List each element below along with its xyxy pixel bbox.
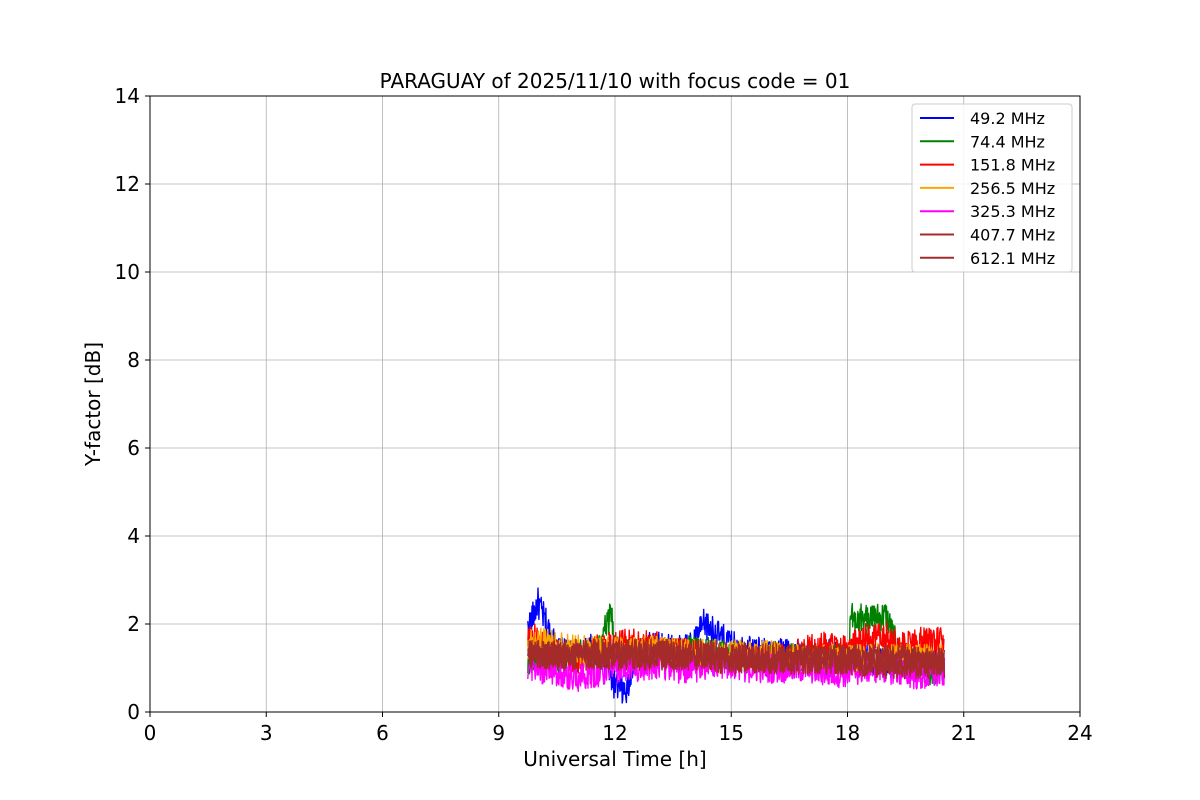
- x-tick-label: 0: [144, 721, 157, 745]
- legend: 49.2 MHz 74.4 MHz 151.8 MHz 256.5 MHz 325.3…: [911, 103, 1073, 273]
- y-axis-ticks: 0 2 4 6 8 10 12 14: [115, 84, 150, 724]
- legend-label: 74.4 MHz: [970, 132, 1045, 151]
- y-tick-label: 10: [115, 260, 140, 284]
- legend-label: 151.8 MHz: [970, 156, 1055, 175]
- legend-label: 612.1 MHz: [970, 249, 1055, 268]
- y-tick-label: 14: [115, 84, 140, 108]
- x-tick-label: 9: [492, 721, 505, 745]
- legend-label: 407.7 MHz: [970, 226, 1055, 245]
- y-axis-label: Y-factor [dB]: [81, 342, 105, 467]
- y-tick-label: 0: [127, 700, 140, 724]
- x-tick-label: 18: [835, 721, 860, 745]
- y-tick-label: 8: [127, 348, 140, 372]
- series-line-6: [527, 638, 946, 678]
- x-axis-label: Universal Time [h]: [523, 747, 706, 771]
- x-tick-label: 24: [1067, 721, 1092, 745]
- y-tick-label: 2: [127, 612, 140, 636]
- x-axis-ticks: 0 3 6 9 12 15 18 21 24: [144, 712, 1093, 745]
- x-tick-label: 15: [719, 721, 744, 745]
- legend-label: 256.5 MHz: [970, 179, 1055, 198]
- legend-box: [911, 103, 1073, 273]
- series-layer: [527, 587, 946, 704]
- x-tick-label: 12: [602, 721, 627, 745]
- x-tick-label: 6: [376, 721, 389, 745]
- y-tick-label: 12: [115, 172, 140, 196]
- series-line-5: [527, 638, 946, 680]
- y-tick-label: 6: [127, 436, 140, 460]
- legend-label: 325.3 MHz: [970, 202, 1055, 221]
- x-tick-label: 21: [951, 721, 976, 745]
- y-tick-label: 4: [127, 524, 140, 548]
- chart-title: PARAGUAY of 2025/11/10 with focus code =…: [380, 69, 851, 93]
- legend-label: 49.2 MHz: [970, 109, 1045, 128]
- x-tick-label: 3: [260, 721, 273, 745]
